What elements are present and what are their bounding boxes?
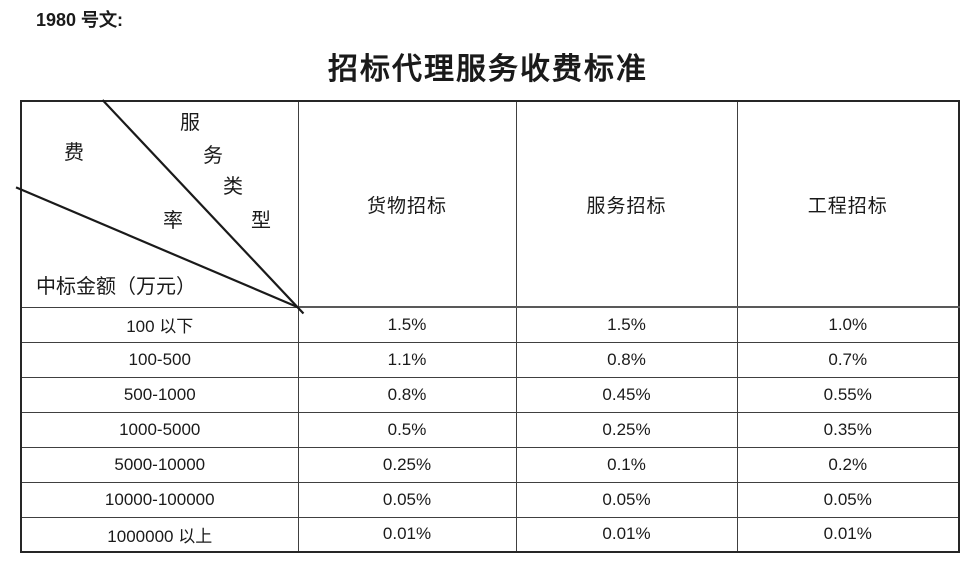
table-row: 100-500 1.1% 0.8% 0.7%	[20, 341, 960, 378]
corner-bottom-label: 中标金额（万元）	[36, 276, 196, 298]
fee-value: 0.01%	[297, 516, 517, 553]
row-label: 10000-100000	[20, 481, 299, 518]
fee-value: 0.25%	[297, 446, 517, 483]
fee-value: 1.1%	[297, 341, 517, 378]
row-label: 100 以下	[20, 306, 299, 343]
row-label: 100-500	[20, 341, 299, 378]
fee-value: 0.05%	[297, 481, 517, 518]
column-header-services: 服务招标	[515, 100, 738, 308]
corner-axis-top-char: 型	[251, 210, 271, 232]
fee-value: 0.25%	[515, 411, 738, 448]
row-label: 500-1000	[20, 376, 299, 413]
corner-axis-top-char: 类	[223, 176, 243, 198]
table-row: 5000-10000 0.25% 0.1% 0.2%	[20, 446, 960, 483]
column-header-goods: 货物招标	[297, 100, 517, 308]
row-label: 5000-10000	[20, 446, 299, 483]
corner-cell: 服 务 类 型 费 率 中标金额（万元）	[15, 99, 305, 315]
corner-axis-top-char: 服	[180, 112, 200, 134]
fee-table: 服 务 类 型 费 率 中标金额（万元） 货物招标 服务招标 工程招标 100 …	[15, 99, 960, 553]
fee-value: 1.5%	[297, 306, 517, 343]
fee-value: 0.05%	[515, 481, 738, 518]
corner-axis-left-char: 率	[163, 210, 183, 232]
fee-value: 0.2%	[736, 446, 960, 483]
corner-axis-left-char: 费	[64, 142, 84, 164]
fee-value: 0.01%	[736, 516, 960, 553]
fee-value: 0.5%	[297, 411, 517, 448]
table-row: 10000-100000 0.05% 0.05% 0.05%	[20, 481, 960, 518]
fee-value: 0.7%	[736, 341, 960, 378]
fee-value: 0.55%	[736, 376, 960, 413]
fee-value: 0.8%	[515, 341, 738, 378]
fee-value: 1.0%	[736, 306, 960, 343]
row-label: 1000-5000	[20, 411, 299, 448]
corner-axis-top-char: 务	[203, 145, 223, 167]
fee-value: 1.5%	[515, 306, 738, 343]
table-row: 1000000 以上 0.01% 0.01% 0.01%	[20, 516, 960, 553]
fee-value: 0.1%	[515, 446, 738, 483]
fee-value: 0.35%	[736, 411, 960, 448]
fee-value: 0.05%	[736, 481, 960, 518]
row-label: 1000000 以上	[20, 516, 299, 553]
table-row: 100 以下 1.5% 1.5% 1.0%	[20, 306, 960, 343]
fee-value: 0.01%	[515, 516, 738, 553]
table-row: 500-1000 0.8% 0.45% 0.55%	[20, 376, 960, 413]
table-row: 1000-5000 0.5% 0.25% 0.35%	[20, 411, 960, 448]
column-header-works: 工程招标	[736, 100, 960, 308]
header-row: 服 务 类 型 费 率 中标金额（万元） 货物招标 服务招标 工程招标	[15, 99, 960, 315]
fee-value: 0.45%	[515, 376, 738, 413]
page-title: 招标代理服务收费标准	[328, 53, 648, 86]
doc-ref: 1980 号文:	[36, 10, 124, 30]
fee-value: 0.8%	[297, 376, 517, 413]
